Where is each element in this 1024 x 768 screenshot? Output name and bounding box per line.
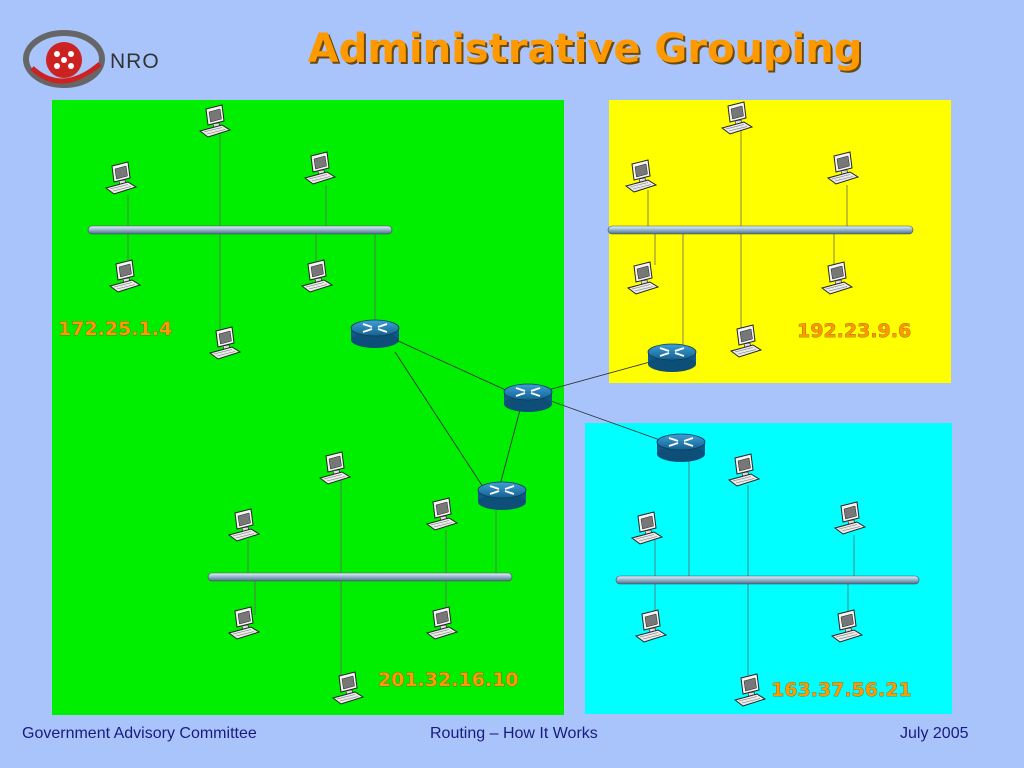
router-icon <box>503 383 553 413</box>
footer-center-text: Routing – How It Works <box>430 725 598 742</box>
ethernet-bus-icon <box>615 575 920 585</box>
network-zone-green <box>52 100 564 715</box>
network-address-label: 163.37.56.21 <box>771 679 912 701</box>
logo-text: NRO <box>110 50 160 73</box>
slide-title: Administrative Grouping <box>307 26 863 72</box>
network-address-label: 172.25.1.4 <box>58 318 172 340</box>
ethernet-bus-icon <box>87 225 393 235</box>
network-zone-cyan <box>585 423 952 714</box>
router-icon <box>647 343 697 373</box>
nro-logo-icon <box>23 30 105 88</box>
footer-left-text: Government Advisory Committee <box>22 725 257 742</box>
router-icon <box>656 433 706 463</box>
network-address-label: 192.23.9.6 <box>797 320 911 342</box>
network-zone-yellow <box>609 100 951 383</box>
router-icon <box>477 481 527 511</box>
router-icon <box>350 319 400 349</box>
ethernet-bus-icon <box>207 572 513 582</box>
ethernet-bus-icon <box>607 225 914 235</box>
footer-date: July 2005 <box>900 725 969 742</box>
network-address-label: 201.32.16.10 <box>378 669 519 691</box>
